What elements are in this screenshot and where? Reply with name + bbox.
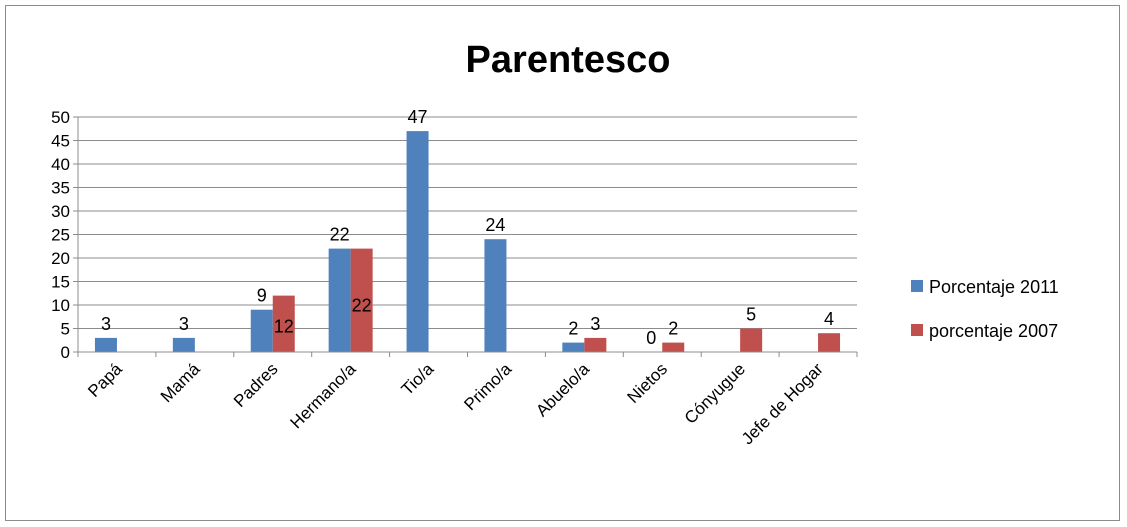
legend-swatch: [911, 324, 923, 336]
bar-porcentaje-2011: [406, 131, 429, 352]
data-label: 2: [568, 319, 578, 339]
gridlines: [73, 116, 857, 353]
bar-porcentaje-2011: [328, 248, 351, 352]
y-tick-label: 50: [51, 108, 70, 127]
data-label: 3: [101, 314, 111, 334]
data-label: 4: [824, 309, 834, 329]
bar-porcentaje-2007: [272, 295, 295, 352]
bars: [94, 131, 841, 352]
x-category-label: Padres: [230, 359, 282, 411]
x-category-label: Primo/a: [460, 359, 515, 414]
y-tick-label: 0: [61, 343, 70, 362]
bar-porcentaje-2011: [250, 309, 273, 352]
x-category-label: Jefe de Hogar: [738, 359, 827, 448]
x-category-label: Papá: [84, 359, 126, 401]
y-tick-label: 40: [51, 155, 70, 174]
bar-porcentaje-2007: [740, 328, 763, 352]
y-tick-label: 45: [51, 132, 70, 151]
bar-porcentaje-2007: [818, 333, 841, 352]
legend: Porcentaje 2011 porcentaje 2007: [911, 277, 1059, 341]
y-tick-label: 25: [51, 226, 70, 245]
y-tick-label: 15: [51, 273, 70, 292]
data-label: 47: [408, 107, 428, 127]
legend-entry: porcentaje 2007: [929, 321, 1058, 341]
data-label: 2: [668, 319, 678, 339]
bar-porcentaje-2011: [172, 337, 195, 352]
x-category-label: Tio/a: [398, 359, 438, 399]
data-label: 22: [330, 225, 350, 245]
y-tick-label: 35: [51, 179, 70, 198]
chart-frame: [5, 5, 1120, 521]
data-label: 12: [274, 317, 294, 337]
bar-porcentaje-2011: [94, 337, 117, 352]
bar-porcentaje-2007: [662, 342, 685, 352]
x-category-label: Abuelo/a: [532, 359, 593, 420]
x-axis-categories: Papá Mamá Padres Hermano/a Tio/a Primo/a Abuel…: [84, 359, 827, 448]
y-axis-ticks: 0 5 10 15 20 25 30 35 40 45 50: [51, 108, 70, 362]
y-tick-label: 30: [51, 202, 70, 221]
data-label: 22: [352, 295, 372, 315]
legend-swatch: [911, 280, 923, 292]
bar-porcentaje-2011: [562, 342, 585, 352]
x-category-label: Nietos: [624, 359, 672, 407]
x-category-label: Mamá: [157, 359, 204, 406]
data-label: 3: [179, 314, 189, 334]
data-label: 9: [257, 286, 267, 306]
legend-entry: Porcentaje 2011: [929, 277, 1059, 297]
x-category-label: Hermano/a: [287, 359, 360, 432]
data-label: 3: [590, 314, 600, 334]
data-label: 5: [746, 305, 756, 325]
y-tick-label: 10: [51, 296, 70, 315]
data-label: 24: [485, 215, 505, 235]
x-category-label: Cónyugue: [681, 359, 749, 427]
chart-title: Parentesco: [466, 39, 671, 81]
bar-porcentaje-2007: [584, 337, 607, 352]
y-tick-label: 20: [51, 249, 70, 268]
bar-porcentaje-2011: [484, 239, 507, 352]
data-label: 0: [646, 328, 656, 348]
axes: [77, 117, 858, 357]
y-tick-label: 5: [61, 320, 70, 339]
bar-porcentaje-2007: [350, 248, 373, 352]
